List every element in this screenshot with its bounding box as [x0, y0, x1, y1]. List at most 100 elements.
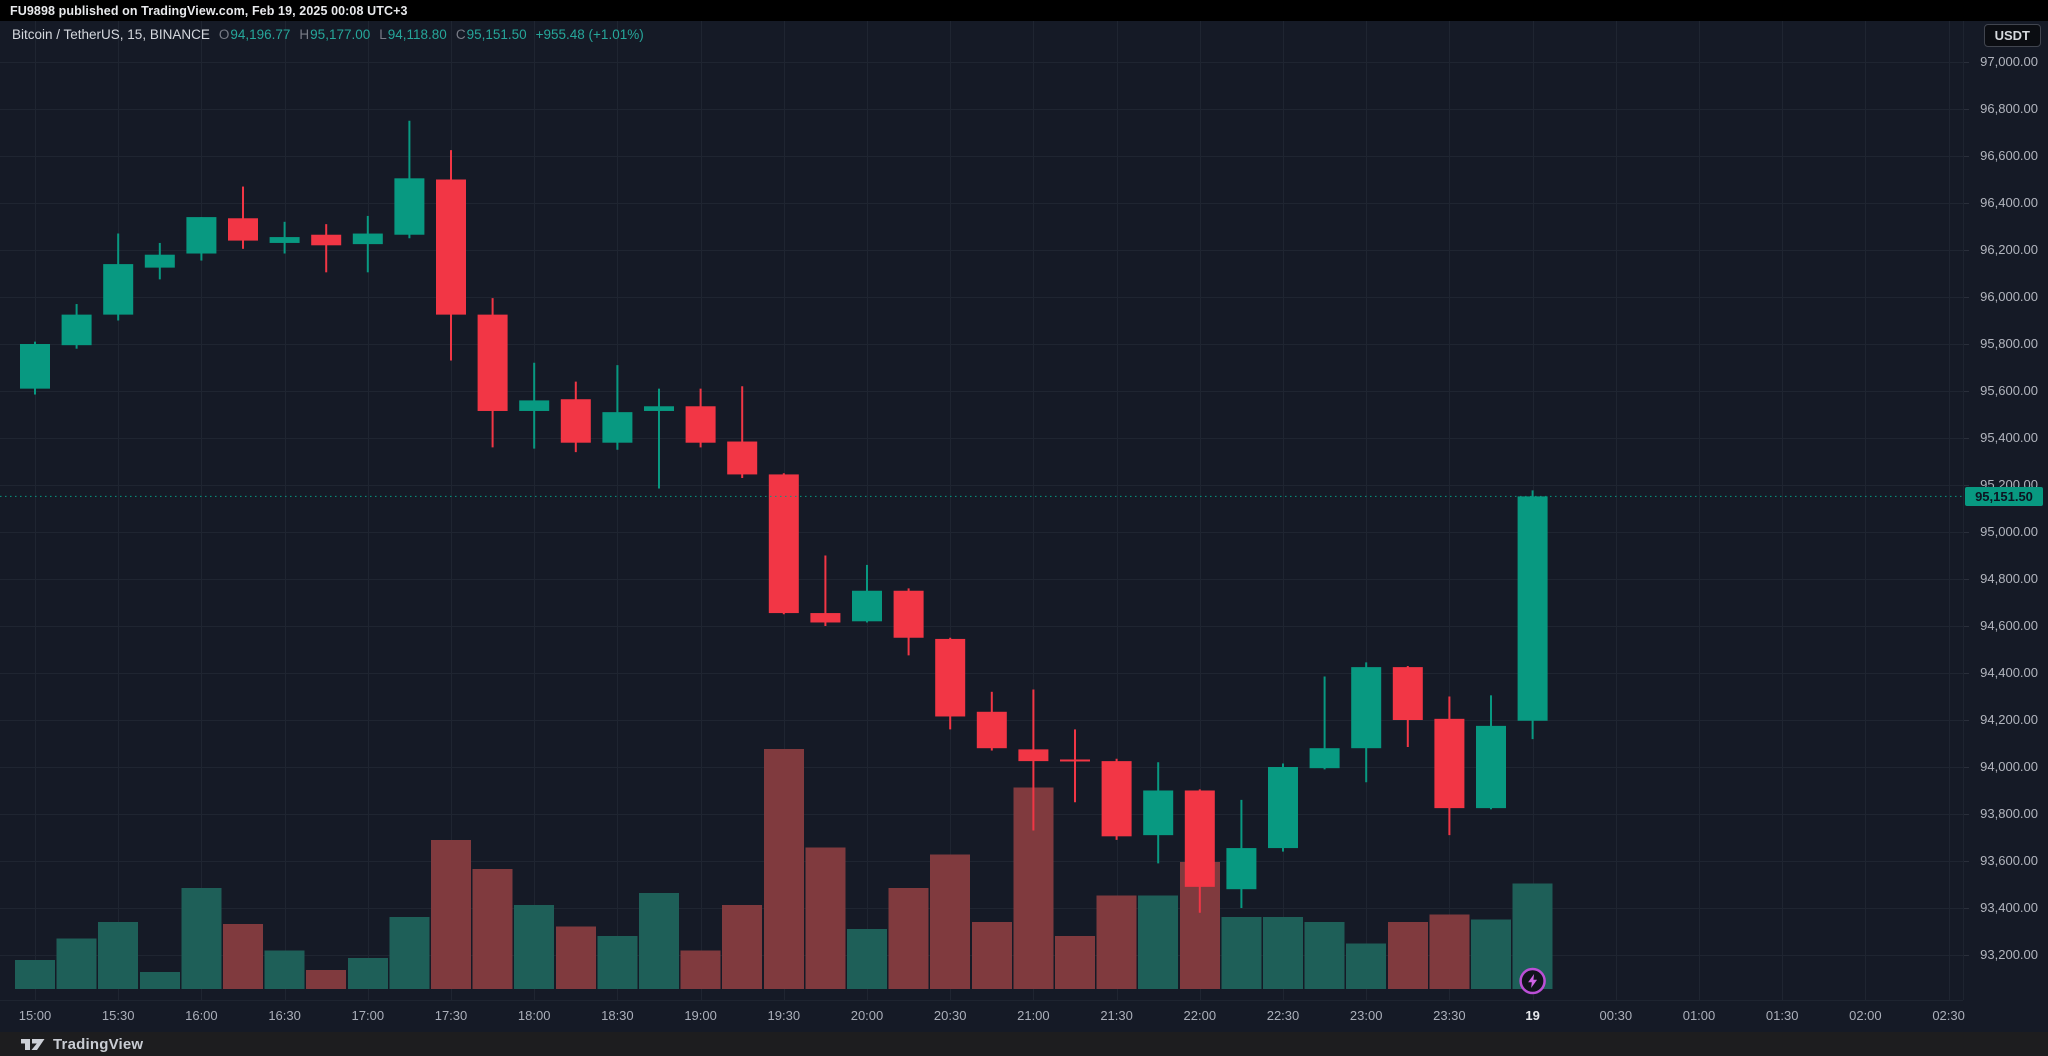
volume-bar: [1471, 919, 1511, 989]
candle-body: [477, 314, 508, 411]
volume-bar: [431, 840, 471, 989]
attribution-text: FU9898 published on TradingView.com, Feb…: [10, 3, 408, 18]
price-axis-tick: [1964, 484, 1969, 486]
price-axis-tick: [1964, 249, 1969, 251]
price-axis-label: 93,600.00: [1980, 853, 2038, 868]
candles: [20, 120, 1548, 913]
time-axis-label: 19:00: [684, 1008, 717, 1023]
price-axis-tick: [1964, 860, 1969, 862]
time-axis-label: 18:30: [601, 1008, 634, 1023]
time-axis-label: 15:00: [18, 1008, 52, 1023]
time-axis-label: 16:00: [185, 1008, 218, 1023]
volume-bar: [1429, 914, 1470, 989]
price-axis-label: 96,800.00: [1980, 101, 2038, 116]
price-axis-tick: [1964, 61, 1969, 63]
candle-body: [20, 344, 50, 389]
time-axis-label: 18:00: [517, 1008, 551, 1023]
time-axis-label: 17:00: [351, 1008, 385, 1023]
currency-toggle-button[interactable]: USDT: [1983, 24, 2041, 47]
volume-bar: [1096, 895, 1137, 989]
time-axis-label: 16:30: [268, 1008, 301, 1023]
ohlc-close-value: 95,151.50: [466, 27, 527, 42]
time-axis-label: 21:30: [1100, 1008, 1133, 1023]
time-axis[interactable]: 15:00 15:30 16:00 16:30 17:00 17:30 18:00 18:30…: [0, 1000, 1965, 1033]
price-axis-label: 95,400.00: [1980, 430, 2038, 445]
time-axis-label: 21:00: [1017, 1008, 1050, 1023]
volume-bar: [597, 936, 638, 989]
volume-bar: [472, 869, 513, 989]
time-axis-label: 01:30: [1765, 1008, 1799, 1023]
candle-body: [1392, 667, 1423, 720]
time-axis-label: 02:30: [1932, 1008, 1965, 1023]
price-axis-tick: [1964, 766, 1969, 768]
volume-bar: [1387, 921, 1428, 989]
candle-body: [935, 638, 966, 717]
price-axis-label: 94,200.00: [1980, 712, 2038, 727]
candle-body: [269, 237, 300, 243]
candle-body: [560, 399, 591, 443]
candle-body: [1018, 749, 1049, 762]
volume-bar: [514, 905, 555, 989]
price-axis-tick: [1964, 813, 1969, 815]
volume-bar: [1055, 936, 1095, 989]
time-axis-label: 20:30: [933, 1008, 967, 1023]
last-price-label: 95,151.50: [1965, 486, 2043, 506]
time-axis-label: 23:30: [1433, 1008, 1466, 1023]
candle-body: [61, 314, 92, 346]
candle-body: [1101, 761, 1132, 837]
ohlc-open-value: 94,196.77: [230, 27, 291, 42]
candle-body: [685, 406, 716, 443]
price-axis-tick: [1964, 108, 1969, 110]
symbol-legend: Bitcoin / TetherUS, 15, BINANCE O94,196.7…: [12, 27, 644, 42]
price-axis-label: 95,600.00: [1980, 383, 2038, 398]
candle-body: [144, 254, 175, 268]
volume-bar: [680, 950, 721, 989]
price-axis-label: 95,000.00: [1980, 524, 2038, 539]
volume-bar: [1138, 895, 1179, 989]
price-axis-tick: [1964, 907, 1969, 909]
ohlc-low-label: L: [379, 27, 387, 42]
tradingview-logo-text[interactable]: TradingView: [53, 1035, 144, 1053]
candle-body: [1309, 748, 1340, 769]
attribution-bar: FU9898 published on TradingView.com, Feb…: [0, 0, 2048, 21]
time-axis-label: 20:00: [850, 1008, 884, 1023]
price-axis-label: 96,200.00: [1980, 242, 2038, 257]
volume-bar: [805, 847, 846, 989]
ohlc-high-value: 95,177.00: [310, 27, 371, 42]
time-axis-label: 19: [1525, 1008, 1540, 1023]
time-axis-label: 01:00: [1682, 1008, 1716, 1023]
volume-bar: [264, 950, 305, 989]
price-axis[interactable]: 97,000.00 96,800.00 96,600.00 96,400.00 96,2…: [1963, 21, 2048, 1000]
ohlc-open-label: O: [218, 27, 230, 42]
price-axis-label: 93,400.00: [1980, 900, 2038, 915]
flash-icon[interactable]: [1519, 967, 1546, 995]
tradingview-logo-icon[interactable]: [20, 1036, 46, 1052]
candle-body: [352, 233, 383, 245]
candle-body: [228, 218, 258, 241]
time-axis-label: 17:30: [434, 1008, 468, 1023]
time-axis-label: 15:30: [101, 1008, 135, 1023]
price-axis-label: 96,600.00: [1980, 148, 2038, 163]
time-axis-label: 23:00: [1349, 1008, 1383, 1023]
candle-body: [852, 590, 882, 622]
candle-body: [394, 178, 425, 235]
time-axis-label: 22:00: [1183, 1008, 1217, 1023]
price-axis-tick: [1964, 719, 1969, 721]
volume-bar: [555, 926, 596, 989]
candlestick-chart[interactable]: [0, 21, 1963, 1000]
volume-bar: [56, 938, 97, 989]
volume-bar: [223, 924, 263, 989]
candle-body: [186, 217, 217, 254]
volume-bar: [971, 921, 1012, 989]
footer-bar: TradingView: [0, 1032, 2048, 1056]
ohlc-low-value: 94,118.80: [387, 27, 447, 42]
candle-body: [1434, 718, 1465, 809]
price-axis-tick: [1964, 578, 1969, 580]
price-axis-label: 97,000.00: [1980, 54, 2038, 69]
chart-background: [0, 21, 1963, 1000]
time-axis-label: 02:00: [1849, 1008, 1882, 1023]
price-axis-tick: [1964, 296, 1969, 298]
price-axis-tick: [1964, 954, 1969, 956]
time-axis-label: 00:30: [1599, 1008, 1633, 1023]
